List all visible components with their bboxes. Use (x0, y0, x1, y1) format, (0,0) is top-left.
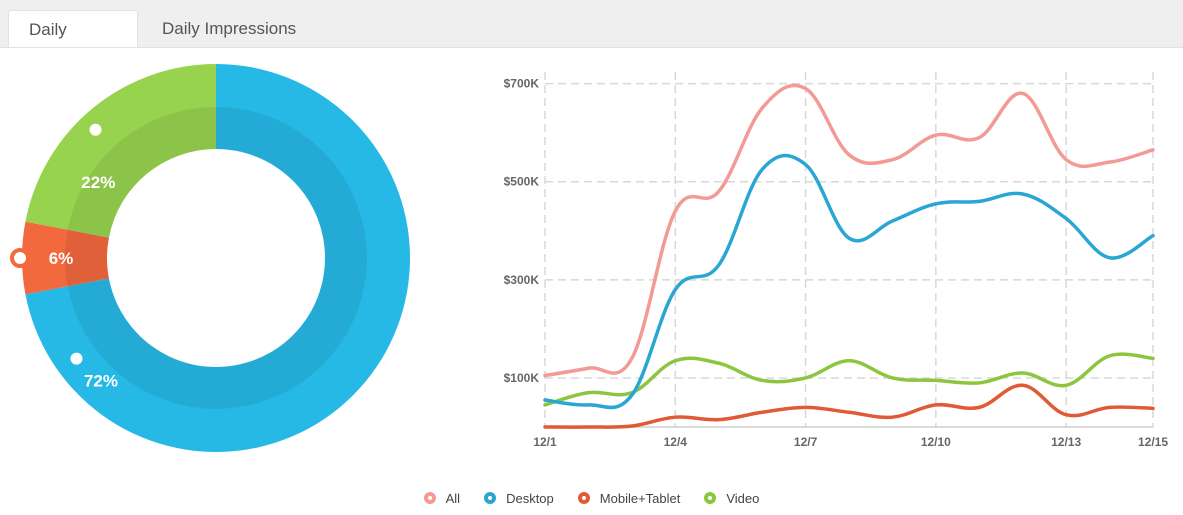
donut-marker-video (85, 119, 106, 140)
legend-label-video: Video (726, 490, 760, 506)
legend-label-all: All (445, 490, 461, 506)
series-line-desktop (543, 153, 1155, 410)
donut-slice-video (25, 64, 216, 238)
donut-slice-shade-mobile-tablet (65, 229, 109, 287)
x-tick-label: 12/13 (1051, 435, 1081, 449)
legend-mobile-tablet-icon (577, 492, 590, 504)
x-tick-label: 12/7 (794, 435, 818, 449)
donut-slice-mobile-tablet (21, 221, 109, 295)
series-line-all (543, 83, 1155, 378)
y-tick-label: $500K (504, 175, 540, 189)
series-line-video (543, 352, 1155, 407)
y-tick-label: $300K (504, 273, 540, 287)
legend-item-mobile-tablet[interactable]: Mobile+Tablet (577, 490, 681, 506)
donut-label-mobile-tablet: 6% (49, 249, 74, 268)
legend-item-all[interactable]: All (423, 490, 461, 506)
legend-desktop-icon (484, 492, 497, 504)
x-tick-label: 12/1 (533, 435, 557, 449)
donut-label-video: 22% (81, 173, 115, 192)
donut-slice-shade-video (67, 107, 216, 238)
donut-chart: 72% 6% 22% (10, 64, 410, 453)
donut-marker-mobile-tablet (10, 248, 30, 268)
donut-label-desktop: 72% (84, 371, 118, 390)
tab-daily-impressions[interactable]: Daily Impressions (162, 19, 297, 38)
tab-daily-spend[interactable]: Daily Spend (8, 10, 138, 76)
donut-slice-desktop (25, 64, 410, 453)
x-tick-label: 12/15 (1138, 435, 1168, 449)
x-tick-label: 12/4 (664, 435, 688, 449)
y-tick-label: $100K (504, 371, 540, 385)
legend-label-desktop: Desktop (506, 490, 554, 506)
series-line-mobile-tablet (543, 383, 1155, 429)
chart-legend: All Desktop Mobile+Tablet Video (0, 486, 1183, 510)
y-tick-label: $700K (504, 77, 540, 91)
legend-item-video[interactable]: Video (704, 491, 759, 506)
donut-marker-desktop (66, 348, 87, 369)
legend-label-mobile-tablet: Mobile+Tablet (599, 490, 681, 506)
legend-video-icon (704, 492, 717, 504)
legend-item-desktop[interactable]: Desktop (484, 491, 554, 506)
legend-all-icon (423, 492, 436, 504)
tab-bar: Daily Spend Daily Impressions (0, 0, 1183, 76)
x-tick-label: 12/10 (921, 435, 951, 449)
